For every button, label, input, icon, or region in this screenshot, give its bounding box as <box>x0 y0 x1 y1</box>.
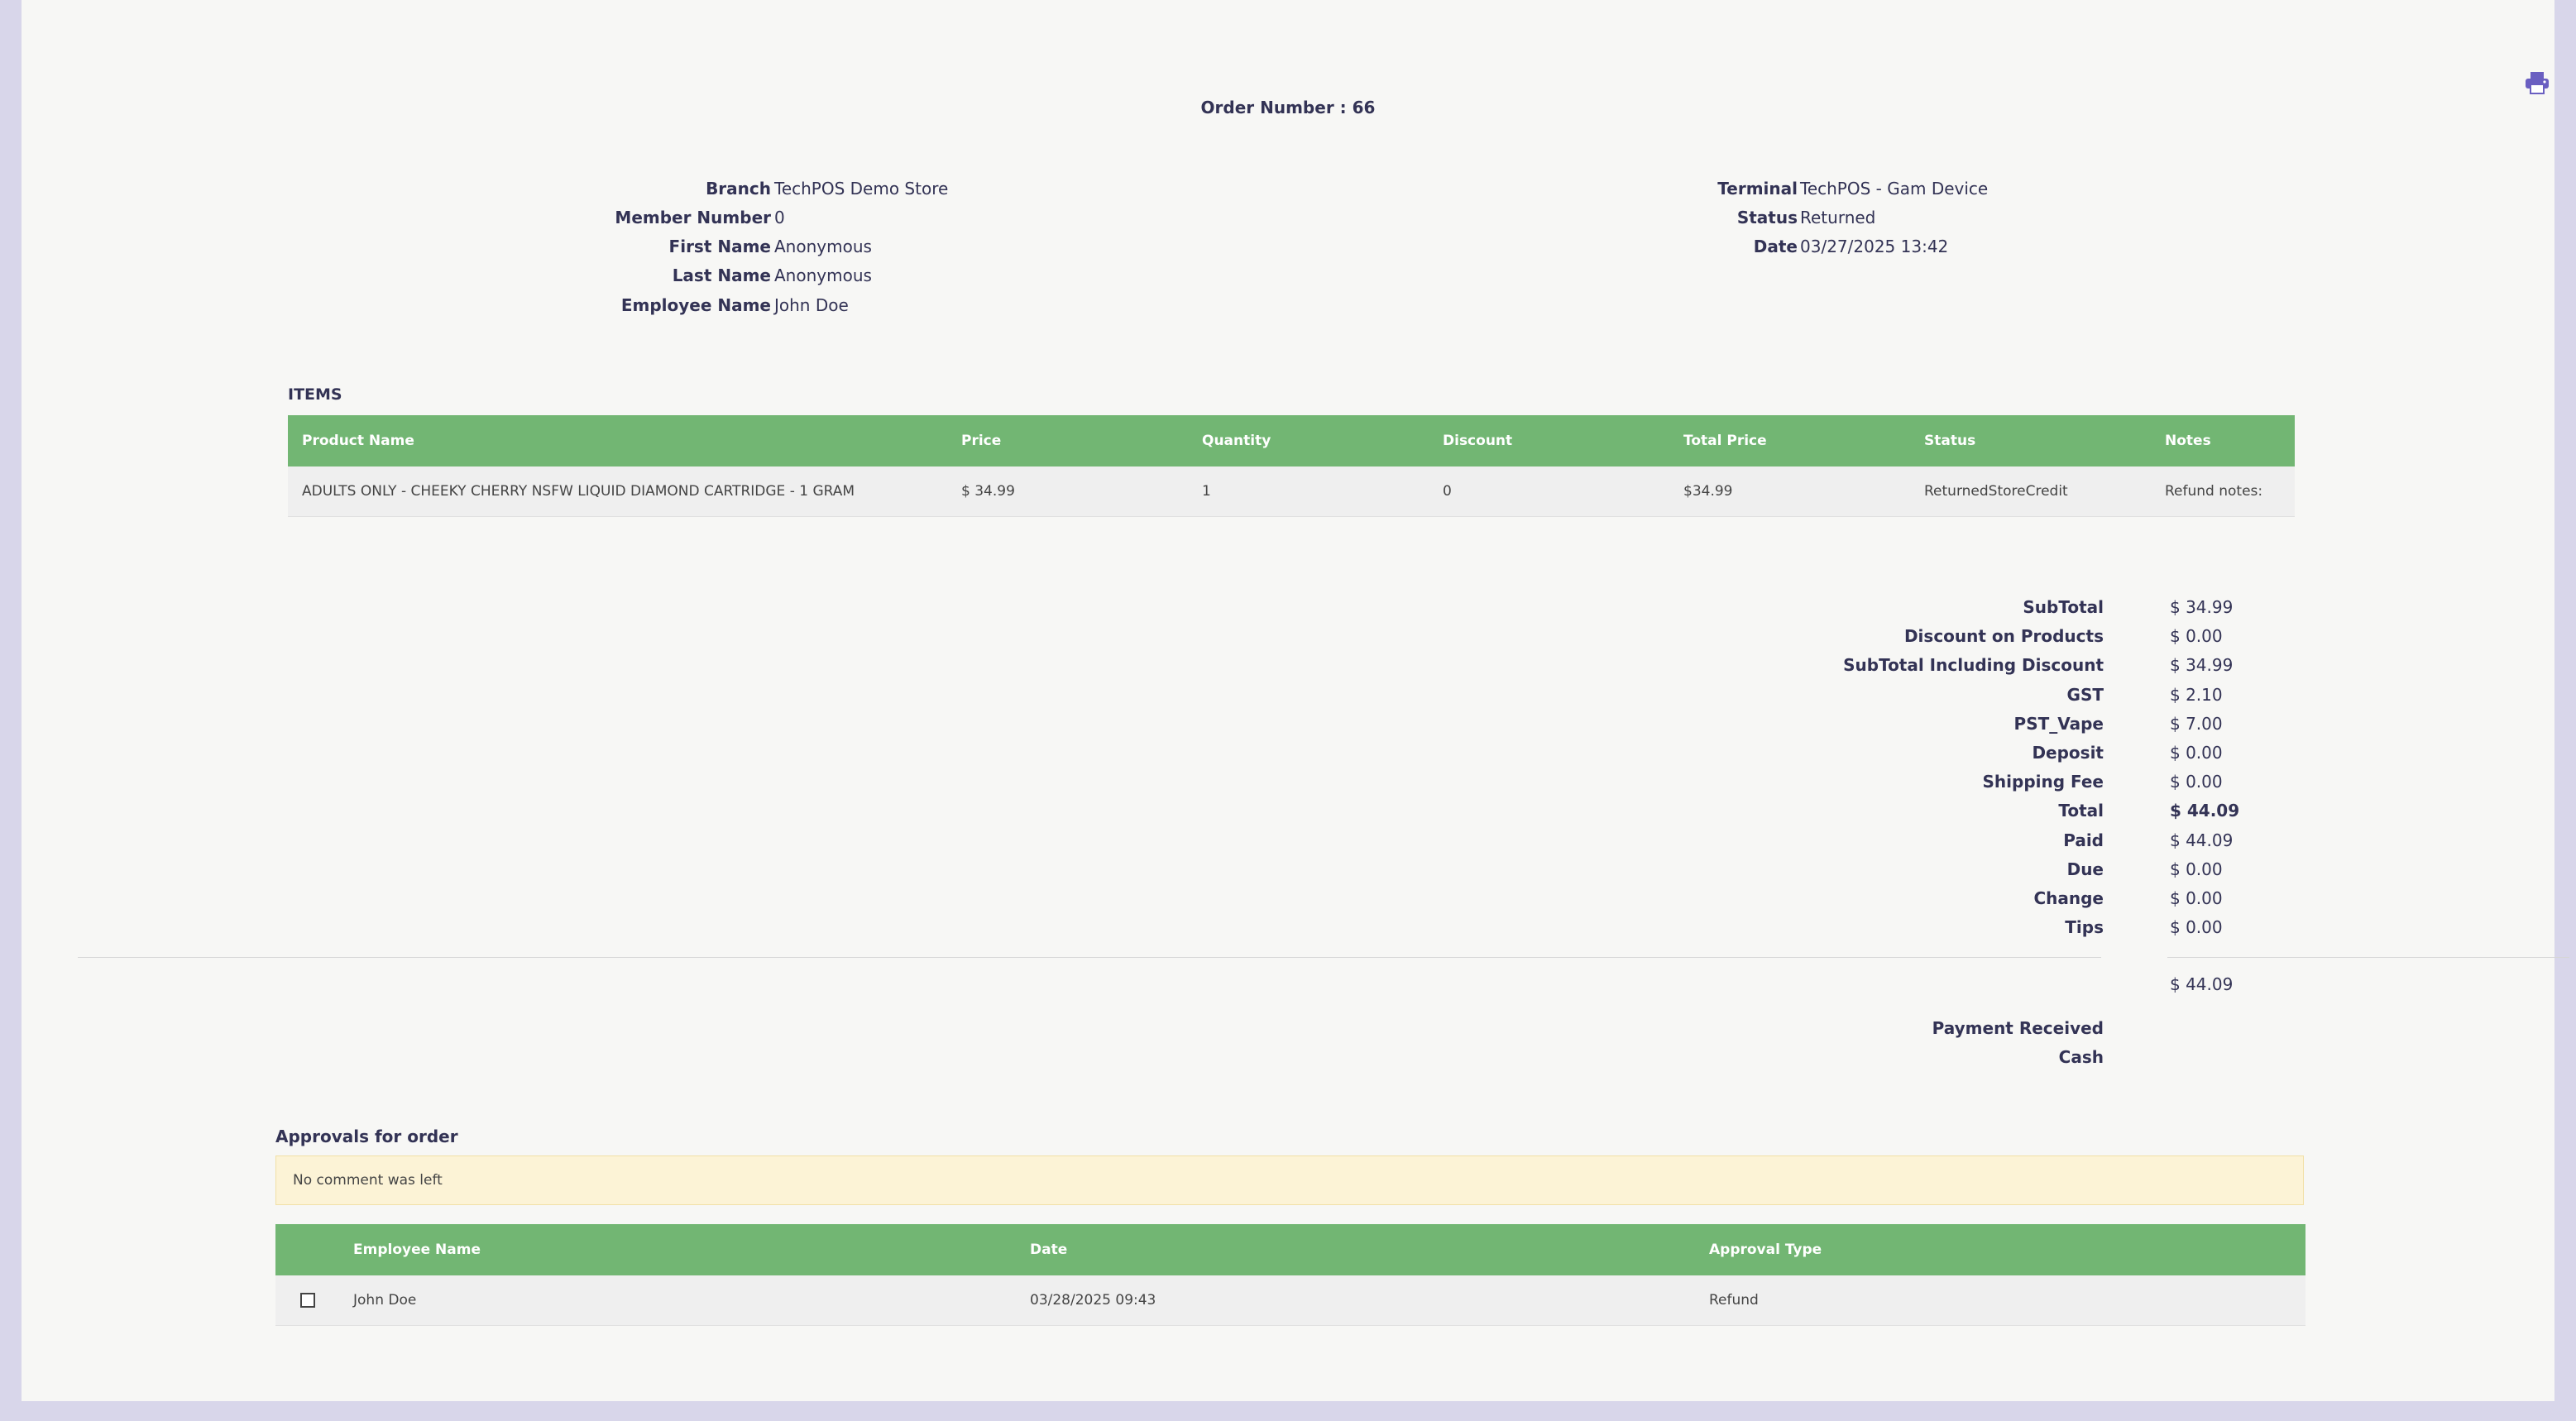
summary-value-change: $ 0.00 <box>2170 888 2223 908</box>
status-label: Status <box>1736 208 1798 227</box>
summary-value-subtotal: $ 34.99 <box>2170 597 2234 617</box>
summary-value-discount-on-products: $ 0.00 <box>2170 626 2223 647</box>
order-detail-page: Order Number : 66 Branch TechPOS Demo St… <box>22 0 2569 1401</box>
approvals-section-title: Approvals for order <box>275 1127 458 1146</box>
cell-status: ReturnedStoreCredit <box>1910 466 2151 517</box>
last-name-value: Anonymous <box>774 266 872 285</box>
cell-quantity: 1 <box>1188 466 1429 517</box>
col-notes[interactable]: Notes <box>2151 415 2295 466</box>
approvals-header-row: Employee Name Date Approval Type <box>275 1224 2305 1275</box>
summary-divider-left <box>78 957 2101 958</box>
summary-divider-right <box>2167 957 2569 958</box>
summary-value-subtotal-including-discount: $ 34.99 <box>2170 655 2234 676</box>
summary-label-discount-on-products: Discount on Products <box>1903 626 2104 647</box>
approvals-table: Employee Name Date Approval Type John Do… <box>275 1224 2305 1326</box>
col-select <box>275 1224 339 1275</box>
table-row: John Doe 03/28/2025 09:43 Refund <box>275 1275 2305 1326</box>
col-quantity[interactable]: Quantity <box>1188 415 1429 466</box>
employee-name-value: John Doe <box>774 295 849 315</box>
summary-label-total: Total <box>2058 801 2104 821</box>
cell-approval-type: Refund <box>1695 1275 2305 1326</box>
cell-discount: 0 <box>1429 466 1669 517</box>
date-label: Date <box>1753 237 1798 256</box>
items-table: Product Name Price Quantity Discount Tot… <box>288 415 2295 517</box>
first-name-value: Anonymous <box>774 237 872 256</box>
col-total-price[interactable]: Total Price <box>1669 415 1910 466</box>
terminal-label: Terminal <box>1717 179 1798 199</box>
col-price[interactable]: Price <box>947 415 1188 466</box>
summary-label-change: Change <box>2033 888 2104 908</box>
cell-notes: Refund notes: <box>2151 466 2295 517</box>
summary-label-subtotal-including-discount: SubTotal Including Discount <box>1843 655 2104 676</box>
row-select-checkbox[interactable] <box>300 1293 315 1308</box>
summary-label-deposit: Deposit <box>2032 743 2104 763</box>
order-number-title: Order Number : 66 <box>1200 98 1376 117</box>
date-value: 03/27/2025 13:42 <box>1800 237 1949 256</box>
col-product-name[interactable]: Product Name <box>288 415 947 466</box>
items-header-row: Product Name Price Quantity Discount Tot… <box>288 415 2295 466</box>
employee-name-label: Employee Name <box>620 295 771 315</box>
cell-total-price: $34.99 <box>1669 466 1910 517</box>
member-number-label: Member Number <box>615 208 771 227</box>
summary-label-due: Due <box>2066 859 2104 879</box>
summary-value-gst: $ 2.10 <box>2170 684 2223 705</box>
summary-label-shipping-fee: Shipping Fee <box>1982 772 2104 792</box>
printer-icon[interactable] <box>2525 71 2554 98</box>
summary-label-gst: GST <box>2066 684 2104 705</box>
col-approval-type[interactable]: Approval Type <box>1695 1224 2305 1275</box>
cell-employee-name: John Doe <box>339 1275 1016 1326</box>
summary-label-paid: Paid <box>2063 830 2104 850</box>
summary-label-subtotal: SubTotal <box>2023 597 2104 617</box>
summary-label-pst-vape: PST_Vape <box>2013 713 2104 734</box>
last-name-label: Last Name <box>672 266 771 285</box>
summary-label-tips: Tips <box>2065 917 2104 938</box>
summary-value-due: $ 0.00 <box>2170 859 2223 879</box>
branch-value: TechPOS Demo Store <box>774 179 949 199</box>
order-summary: SubTotal $ 34.99 Discount on Products $ 0.0… <box>1511 597 2553 1093</box>
cell-product-name: ADULTS ONLY - CHEEKY CHERRY NSFW LIQUID … <box>288 466 947 517</box>
summary-value-paid: $ 44.09 <box>2170 830 2234 850</box>
summary-value-shipping-fee: $ 0.00 <box>2170 772 2223 792</box>
cell-date: 03/28/2025 09:43 <box>1016 1275 1695 1326</box>
cell-price: $ 34.99 <box>947 466 1188 517</box>
summary-value-pst-vape: $ 7.00 <box>2170 713 2223 734</box>
col-status[interactable]: Status <box>1910 415 2151 466</box>
summary-value-deposit: $ 0.00 <box>2170 743 2223 763</box>
summary-value-total: $ 44.09 <box>2170 801 2240 821</box>
col-discount[interactable]: Discount <box>1429 415 1669 466</box>
col-employee-name[interactable]: Employee Name <box>339 1224 1016 1275</box>
member-number-value: 0 <box>774 208 785 227</box>
approval-comment-box: No comment was left <box>275 1155 2304 1205</box>
items-section-title: ITEMS <box>288 385 342 404</box>
summary-value-tips: $ 0.00 <box>2170 917 2223 938</box>
status-value: Returned <box>1800 208 1876 227</box>
table-row: ADULTS ONLY - CHEEKY CHERRY NSFW LIQUID … <box>288 466 2295 517</box>
branch-label: Branch <box>706 179 771 199</box>
first-name-label: First Name <box>668 237 771 256</box>
cell-select <box>275 1275 339 1326</box>
col-date[interactable]: Date <box>1016 1224 1695 1275</box>
payment-total-value: $ 44.09 <box>2170 974 2234 994</box>
payment-received-label: Payment Received <box>1932 1018 2104 1038</box>
payment-method-label: Cash <box>2058 1047 2104 1067</box>
terminal-value: TechPOS - Gam Device <box>1800 179 1989 199</box>
